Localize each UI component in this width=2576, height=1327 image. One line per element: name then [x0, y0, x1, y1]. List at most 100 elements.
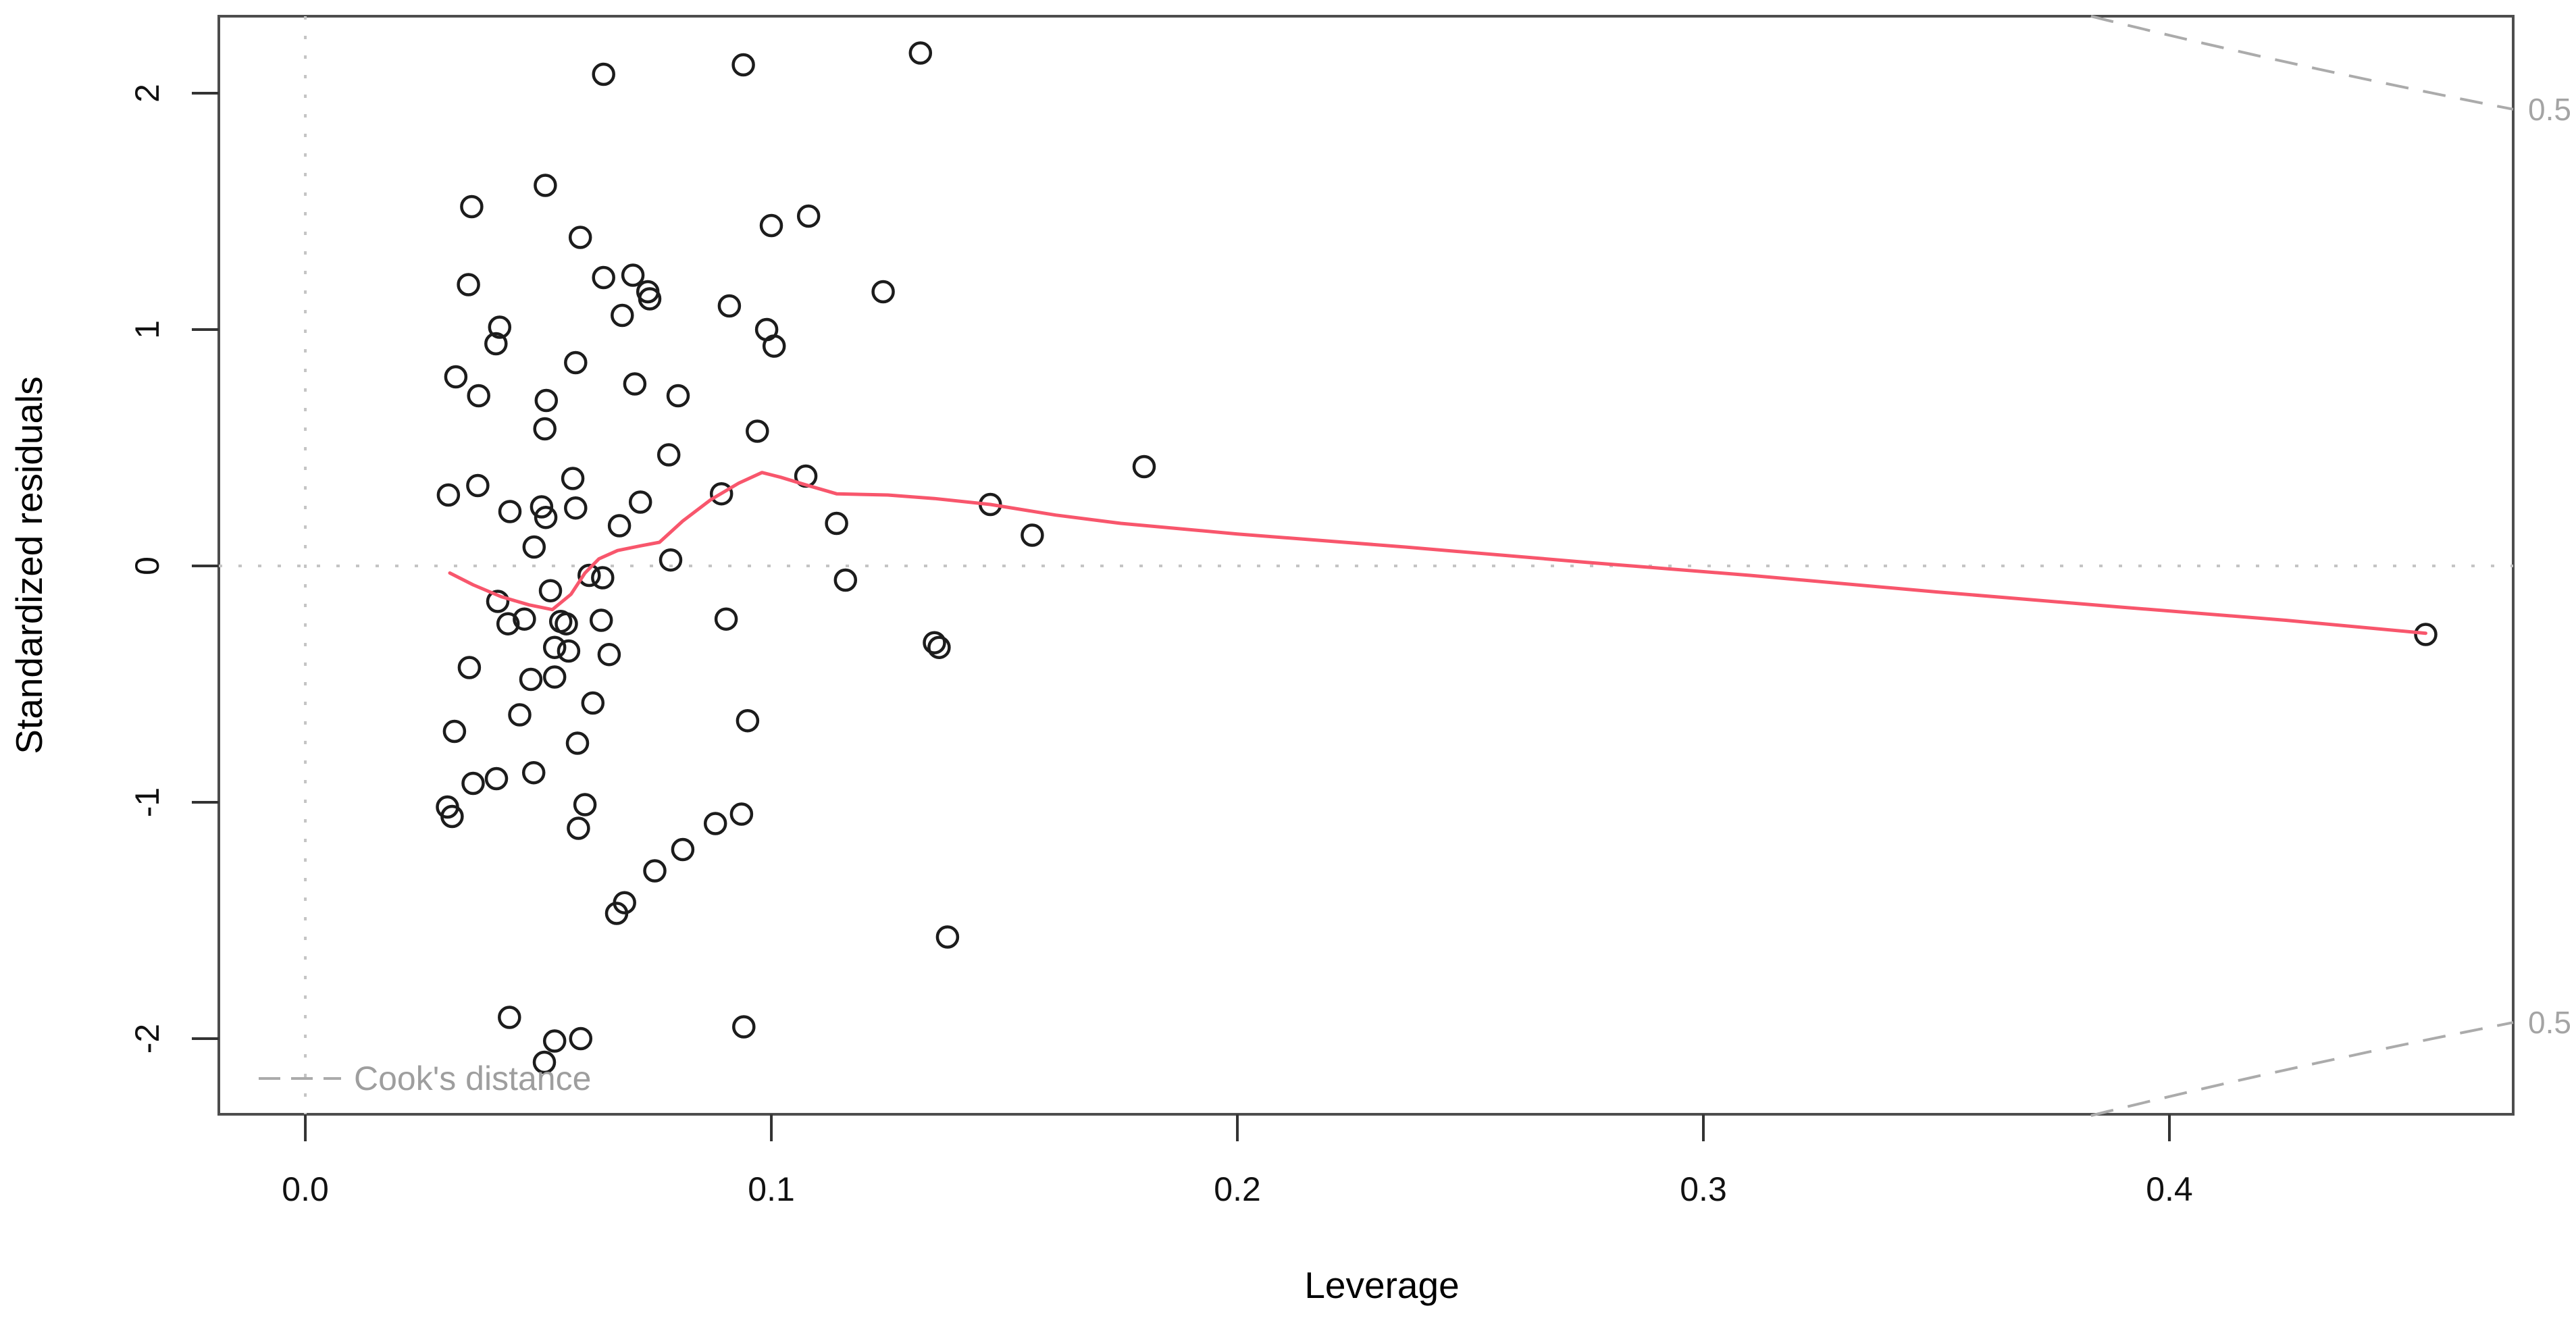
x-tick-label: 0.3	[1680, 1170, 1727, 1208]
data-point	[530, 495, 554, 519]
data-point	[457, 656, 482, 679]
data-point	[486, 590, 510, 613]
data-point	[592, 265, 615, 290]
data-point	[573, 793, 597, 816]
data-point	[513, 607, 536, 631]
data-point	[607, 514, 632, 538]
data-point	[461, 771, 485, 796]
data-point	[825, 511, 848, 536]
data-point	[621, 263, 645, 287]
data-point	[871, 280, 895, 304]
data-point	[440, 804, 464, 829]
data-point	[555, 612, 578, 635]
data-point	[927, 635, 951, 659]
data-point	[729, 802, 754, 826]
data-point	[1021, 523, 1044, 547]
y-tick-label: 2	[128, 84, 166, 103]
data-point	[717, 294, 742, 318]
data-point	[703, 812, 727, 835]
data-point	[597, 642, 621, 667]
data-point	[557, 639, 581, 663]
data-point	[623, 372, 647, 396]
legend: Cook's distance	[259, 1060, 591, 1097]
data-point	[762, 334, 786, 358]
data-point	[567, 816, 590, 840]
data-point	[484, 332, 508, 356]
data-point	[496, 612, 520, 635]
data-point	[467, 384, 490, 408]
data-point	[935, 925, 960, 949]
data-point	[671, 837, 695, 862]
y-axis-title: Standardized residuals	[8, 376, 50, 754]
data-point	[736, 708, 760, 733]
y-tick-label: -1	[128, 787, 166, 817]
data-point	[796, 204, 821, 228]
data-point	[591, 566, 615, 590]
legend-label: Cook's distance	[354, 1060, 591, 1097]
data-point	[592, 62, 615, 86]
data-point	[613, 891, 636, 914]
data-point	[759, 213, 783, 238]
data-point	[569, 1026, 593, 1051]
data-point	[611, 303, 634, 328]
data-point	[542, 1029, 567, 1053]
data-point	[442, 719, 467, 744]
data-point	[498, 1006, 521, 1029]
data-point	[564, 496, 588, 520]
x-tick-label: 0.1	[748, 1170, 795, 1208]
x-axis-title: Leverage	[1304, 1264, 1459, 1306]
data-point	[542, 635, 567, 659]
data-point	[581, 691, 605, 715]
cooks-level-label-top: 0.5	[2528, 92, 2571, 127]
data-point	[2414, 623, 2438, 646]
y-tick-label: -2	[128, 1024, 166, 1053]
x-tick-label: 0.4	[2146, 1170, 2193, 1208]
data-point	[833, 568, 858, 592]
data-point	[746, 419, 769, 443]
data-point	[666, 384, 690, 408]
data-point	[577, 563, 601, 588]
data-point	[534, 174, 557, 197]
data-point	[638, 287, 662, 311]
data-point	[565, 731, 590, 755]
data-point	[714, 607, 738, 631]
data-point	[1132, 454, 1156, 479]
data-point	[643, 859, 667, 883]
data-point	[484, 766, 509, 791]
data-point	[568, 226, 592, 249]
data-point	[534, 388, 559, 413]
x-tick-label: 0.0	[282, 1170, 329, 1208]
data-point	[519, 667, 543, 692]
data-point	[709, 482, 733, 506]
y-tick-label: 0	[128, 556, 166, 575]
data-point	[561, 467, 585, 490]
data-point	[731, 53, 755, 77]
data-point	[466, 473, 490, 498]
data-point	[532, 1050, 557, 1074]
cooks-contour-upper	[2090, 15, 2514, 111]
data-point	[908, 41, 933, 65]
data-point	[659, 548, 683, 572]
data-point	[436, 483, 461, 507]
x-axis: 0.0 0.1 0.2 0.3 0.4	[282, 1114, 2193, 1208]
reference-lines	[219, 16, 2513, 1114]
data-point	[732, 1015, 756, 1039]
smooth-line	[448, 471, 2427, 635]
cooks-level-label-bottom: 0.5	[2528, 1005, 2571, 1040]
data-point	[457, 273, 480, 296]
data-point	[534, 505, 558, 529]
data-point	[542, 665, 567, 689]
data-point	[589, 608, 613, 632]
data-point	[628, 490, 652, 514]
data-point	[488, 315, 512, 339]
data-point	[498, 500, 522, 523]
data-point	[923, 631, 946, 654]
cooks-contour-lower	[2090, 1021, 2514, 1117]
scatter-points	[436, 41, 2438, 1074]
data-point	[533, 417, 557, 441]
data-point	[460, 194, 484, 219]
cooks-distance-contours	[2090, 15, 2514, 1117]
data-point	[521, 760, 546, 785]
